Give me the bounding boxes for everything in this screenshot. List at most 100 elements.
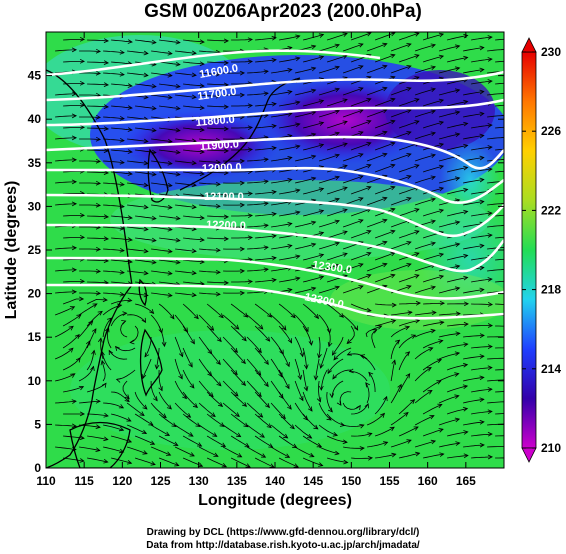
colorbar-tick-label: 218 bbox=[541, 283, 561, 297]
streamline bbox=[103, 402, 124, 409]
streamline bbox=[156, 347, 160, 369]
streamline bbox=[326, 143, 348, 151]
streamline bbox=[318, 286, 340, 294]
streamline-arrowhead bbox=[311, 88, 317, 94]
streamline bbox=[206, 457, 227, 468]
streamline bbox=[303, 100, 324, 107]
streamline-arrowhead bbox=[462, 362, 469, 368]
streamline-arrowhead bbox=[74, 333, 80, 340]
streamline-arrowhead bbox=[263, 267, 269, 273]
streamline-arrowhead bbox=[415, 300, 421, 306]
streamline-arrowhead bbox=[487, 145, 493, 150]
streamline bbox=[55, 400, 77, 404]
streamline bbox=[391, 311, 412, 316]
streamline bbox=[398, 32, 420, 41]
streamline bbox=[207, 61, 229, 64]
y-tick-label: 10 bbox=[28, 374, 42, 388]
streamline bbox=[367, 441, 388, 448]
streamline-arrowhead bbox=[389, 426, 395, 432]
streamline-arrowhead bbox=[455, 311, 461, 317]
streamline-arrowhead bbox=[415, 451, 421, 457]
streamline bbox=[487, 401, 504, 404]
contour-label: 11900.0 bbox=[199, 138, 239, 153]
streamline bbox=[446, 408, 468, 415]
streamline bbox=[463, 223, 484, 228]
streamline-arrowhead bbox=[76, 314, 82, 319]
streamline-arrowhead bbox=[406, 197, 412, 202]
streamline bbox=[151, 226, 172, 231]
streamline bbox=[175, 160, 197, 164]
streamline bbox=[463, 289, 484, 294]
contour-12000 bbox=[46, 166, 504, 204]
streamline-arrowhead bbox=[353, 325, 359, 331]
streamline-arrowhead bbox=[487, 344, 493, 349]
streamline bbox=[159, 215, 180, 219]
streamline bbox=[463, 47, 484, 52]
streamline bbox=[414, 242, 436, 250]
streamline bbox=[54, 306, 75, 316]
streamline-arrowhead bbox=[382, 42, 388, 48]
streamline-arrowhead bbox=[119, 291, 125, 297]
streamline-arrowhead bbox=[503, 444, 504, 449]
streamline bbox=[487, 181, 504, 184]
streamline-arrowhead bbox=[166, 404, 172, 410]
streamline bbox=[438, 45, 460, 52]
streamline bbox=[63, 259, 85, 261]
streamline bbox=[366, 263, 387, 272]
streamline-arrowhead bbox=[512, 434, 516, 438]
streamline-arrowhead bbox=[342, 439, 348, 445]
streamline-arrowhead bbox=[103, 236, 110, 241]
streamline bbox=[368, 372, 376, 393]
streamline bbox=[207, 39, 229, 42]
streamline bbox=[320, 347, 328, 369]
streamline bbox=[111, 39, 133, 43]
streamline bbox=[326, 121, 348, 129]
streamline-arrowhead bbox=[297, 374, 303, 381]
streamline bbox=[398, 54, 420, 63]
streamline bbox=[55, 373, 75, 382]
streamline bbox=[414, 286, 436, 294]
streamline-arrowhead bbox=[271, 57, 277, 63]
streamline bbox=[487, 159, 504, 162]
contour-12300a bbox=[46, 256, 504, 300]
streamline-arrowhead bbox=[129, 339, 135, 345]
streamline bbox=[414, 154, 436, 162]
streamline-arrowhead bbox=[311, 242, 317, 248]
streamline-arrowhead bbox=[430, 153, 436, 158]
streamline-arrowhead bbox=[223, 236, 229, 242]
streamline-arrowhead bbox=[318, 99, 325, 104]
contour-11900 bbox=[46, 135, 504, 170]
streamline bbox=[126, 446, 148, 455]
streamline-arrowhead bbox=[299, 351, 305, 358]
streamline-arrowhead bbox=[199, 105, 205, 111]
streamline-arrowhead bbox=[119, 159, 125, 165]
streamline-arrowhead bbox=[318, 275, 325, 280]
streamline-arrowhead bbox=[316, 442, 323, 448]
streamline-arrowhead bbox=[79, 411, 86, 417]
streamline-arrowhead bbox=[479, 177, 485, 183]
streamline bbox=[55, 269, 77, 272]
contour-12100 bbox=[46, 193, 504, 238]
streamline bbox=[447, 455, 468, 459]
streamline-arrowhead bbox=[119, 115, 125, 121]
streamline-arrowhead bbox=[263, 91, 269, 97]
streamline-arrowhead bbox=[174, 462, 180, 467]
streamline bbox=[414, 367, 432, 382]
streamline bbox=[390, 241, 412, 250]
streamline bbox=[175, 138, 197, 142]
streamline-arrowhead bbox=[382, 196, 388, 202]
streamline bbox=[158, 369, 163, 391]
streamline bbox=[270, 402, 286, 419]
streamline-arrowhead bbox=[366, 252, 372, 257]
streamline-arrowhead bbox=[479, 287, 485, 293]
streamline-arrowhead bbox=[503, 267, 504, 272]
streamline-arrowhead bbox=[438, 339, 444, 344]
streamline bbox=[438, 373, 459, 382]
streamline bbox=[150, 381, 158, 401]
streamline bbox=[294, 314, 309, 332]
streamline bbox=[126, 402, 145, 416]
streamline-arrowhead bbox=[218, 313, 224, 319]
x-tick-label: 115 bbox=[74, 474, 94, 488]
streamline bbox=[207, 237, 229, 240]
streamline-arrowhead bbox=[173, 441, 179, 446]
